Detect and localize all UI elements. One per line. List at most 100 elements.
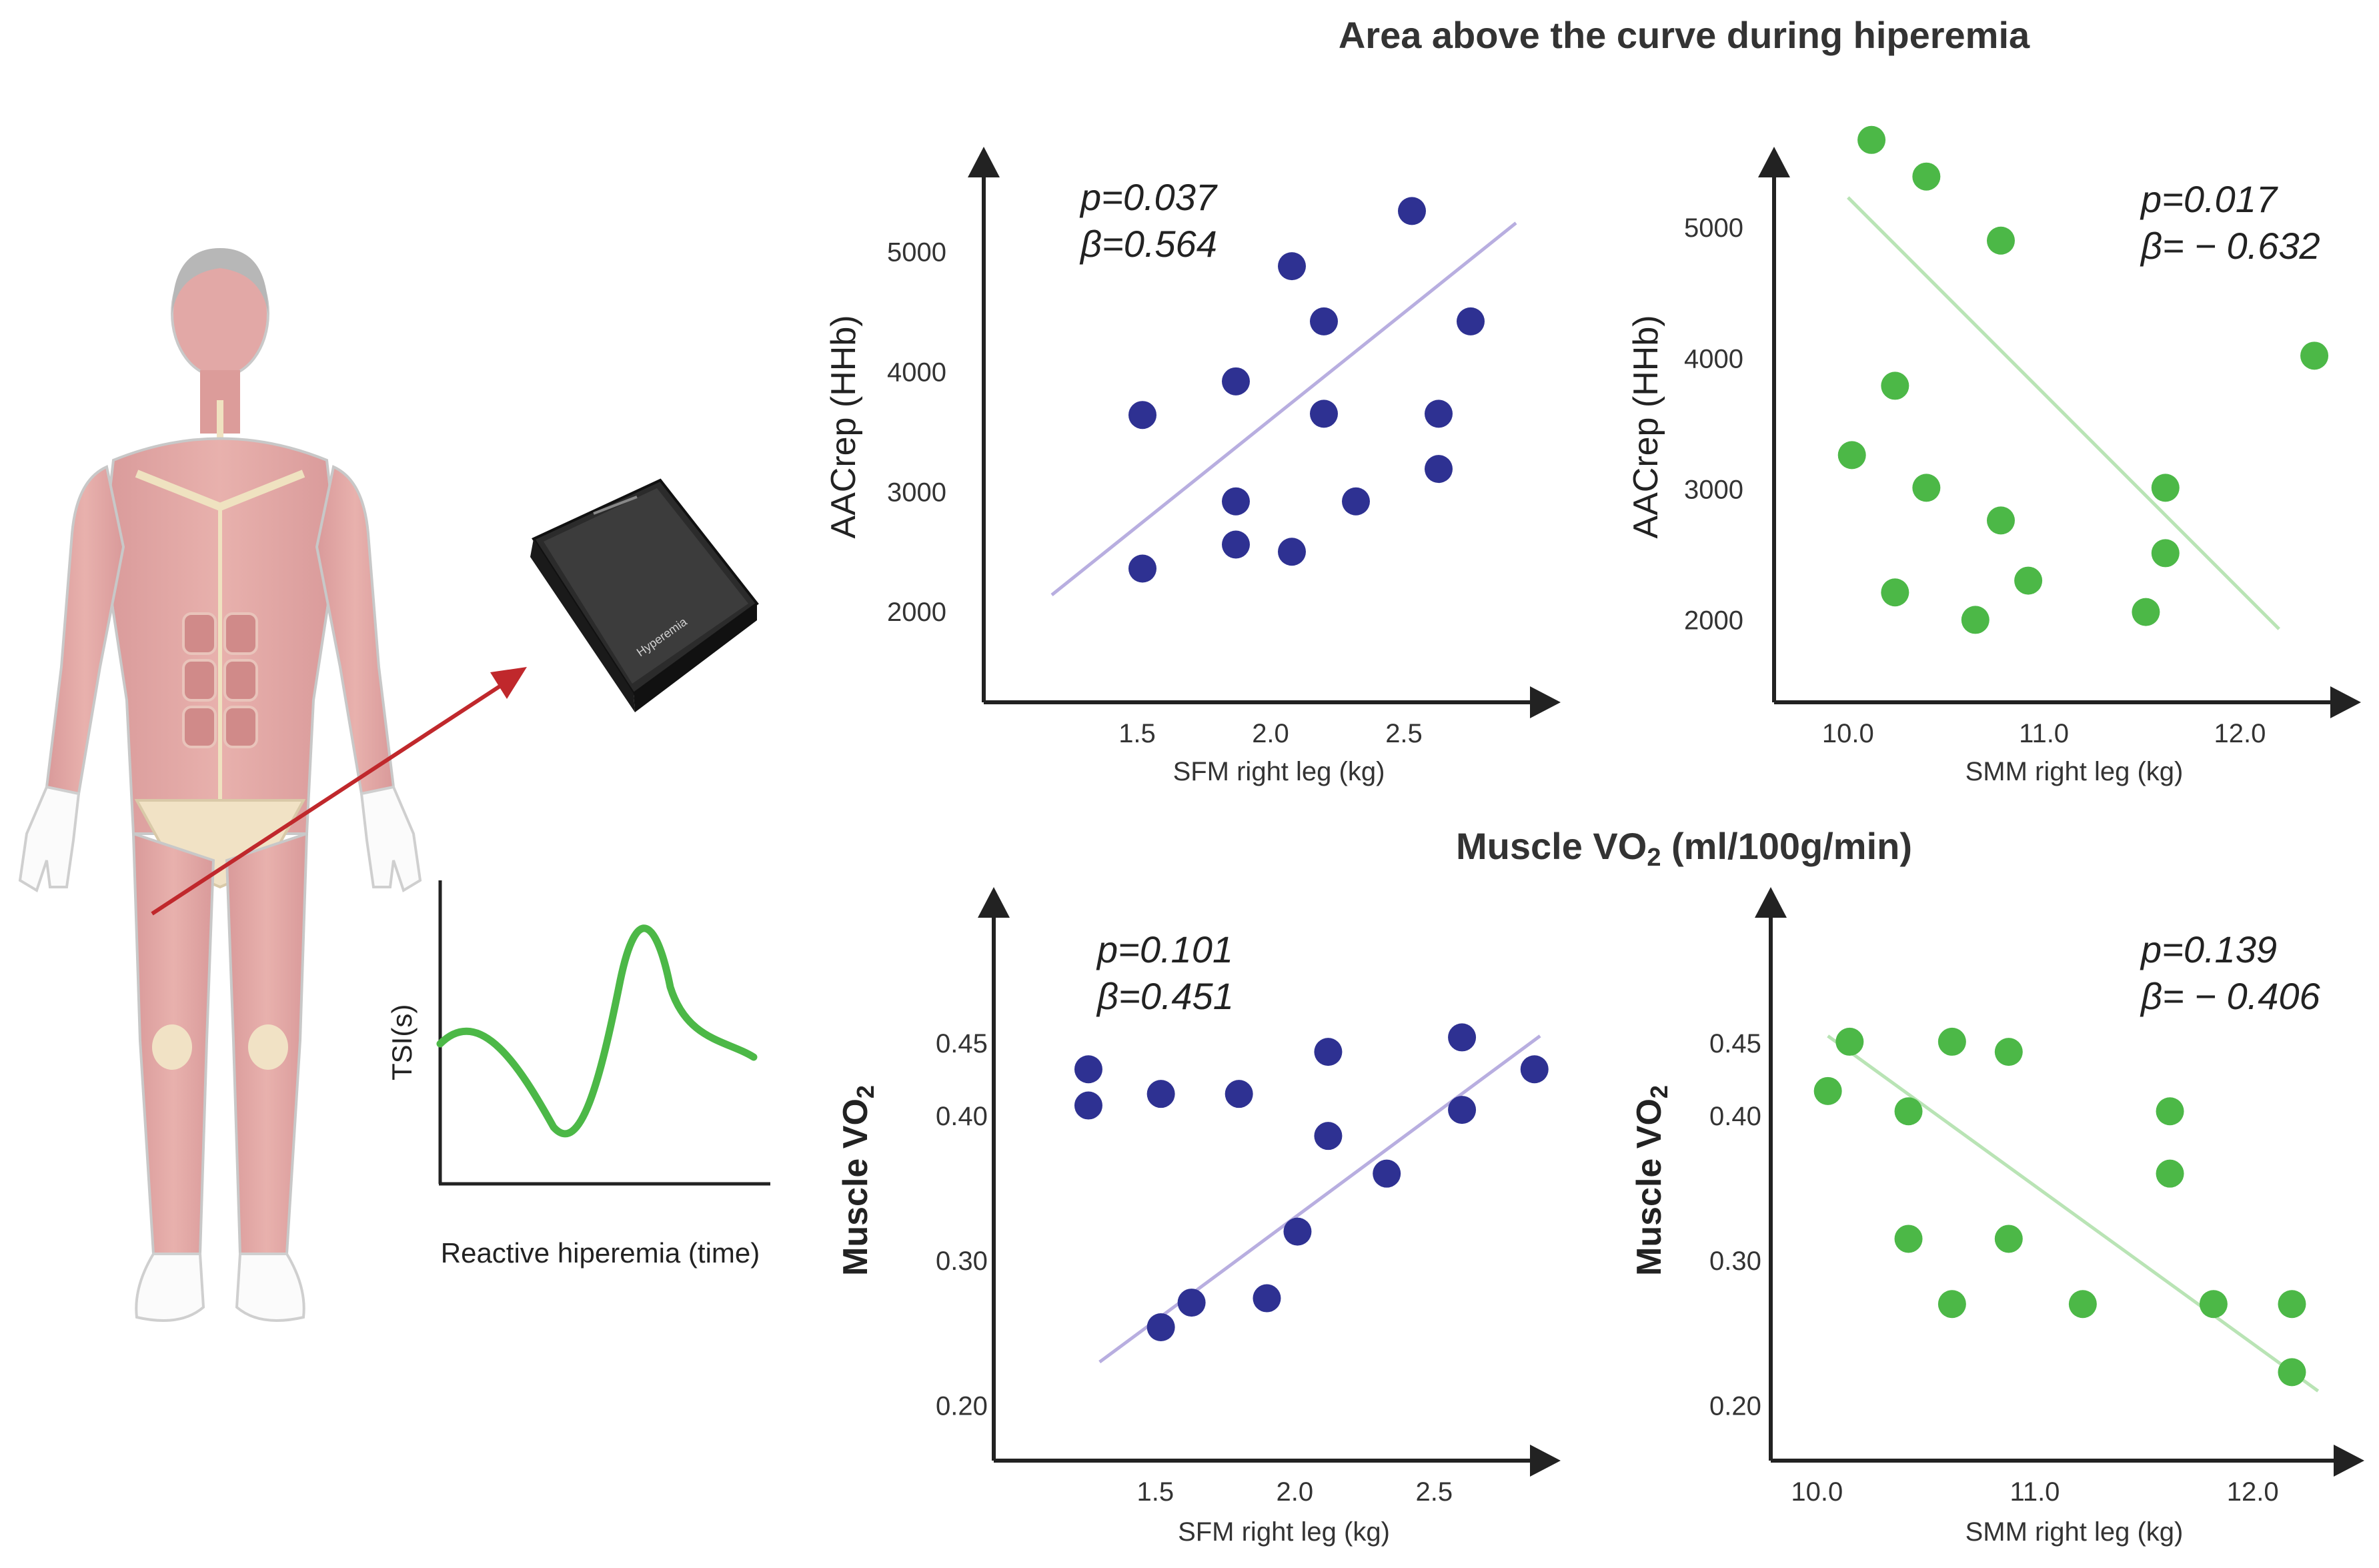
scatter-bottom-left: 1.5 2.0 2.5 0.20 0.30 0.40 0.45 SFM right leg (… [836, 887, 1561, 1547]
stats-annotation: p=0.037 [1079, 176, 1218, 218]
y-tick-label: 3000 [887, 478, 946, 507]
data-point [1912, 474, 1941, 502]
trend-line [1050, 221, 1517, 596]
stats-annotation: p=0.017 [2140, 178, 2278, 220]
tsi-xlabel: Reactive hiperemia (time) [441, 1237, 760, 1269]
scatter-bottom-right: 10.0 11.0 12.0 0.20 0.30 0.40 0.45 SMM right le… [1630, 887, 2364, 1547]
x-tick-label: 10.0 [1791, 1477, 1843, 1507]
data-point [1222, 487, 1250, 516]
data-point [1425, 455, 1453, 484]
y-tick-label: 2000 [1684, 606, 1743, 635]
data-point [2068, 1290, 2097, 1319]
y-axis-label: AACrep (HHb) [1627, 315, 1665, 538]
data-point [1398, 197, 1426, 225]
x-tick-label: 11.0 [2019, 719, 2069, 748]
stats-annotation: β= − 0.406 [2140, 975, 2321, 1017]
data-point [1986, 226, 2015, 255]
data-point [2151, 539, 2180, 568]
data-point [1222, 367, 1250, 396]
data-point [1342, 487, 1370, 516]
data-point [2199, 1290, 2228, 1319]
data-point [1857, 125, 1886, 154]
y-axis-arrowhead [1758, 147, 1790, 177]
tsi-curve [436, 924, 758, 1138]
data-point [1278, 252, 1306, 281]
data-point [2132, 598, 2160, 626]
title-middle-unit: (ml/100g/min) [1661, 825, 1912, 867]
x-axis-arrowhead [2334, 1445, 2364, 1477]
data-point [1314, 1038, 1343, 1066]
x-tick-label: 12.0 [2214, 719, 2266, 748]
data-point [1283, 1217, 1312, 1246]
human-body-illustration [18, 248, 422, 1322]
data-point [1894, 1097, 1923, 1126]
data-point [2278, 1290, 2306, 1319]
x-axis-label: SFM right leg (kg) [1173, 757, 1385, 786]
x-tick-label: 1.5 [1136, 1477, 1174, 1507]
stats-annotation: p=0.139 [2140, 928, 2277, 970]
x-tick-label: 11.0 [2010, 1477, 2060, 1507]
tsi-ylabel: TSI(s) [386, 1004, 418, 1080]
x-tick-label: 2.0 [1276, 1477, 1313, 1507]
title-middle-subscript: 2 [1647, 844, 1661, 872]
data-point [1128, 401, 1156, 430]
x-tick-label: 2.0 [1252, 719, 1289, 748]
title-middle-main: Muscle VO [1456, 825, 1647, 867]
y-tick-label: 0.40 [936, 1102, 988, 1131]
data-point [1813, 1076, 1842, 1105]
x-tick-label: 12.0 [2227, 1477, 2279, 1507]
data-point [1310, 307, 1338, 335]
data-point [1074, 1055, 1102, 1084]
data-point [2151, 474, 2180, 502]
data-point [1520, 1055, 1549, 1084]
data-point [1310, 400, 1338, 428]
y-axis-arrowhead [1755, 887, 1787, 918]
nirs-device-icon: Hyperemia [530, 478, 759, 712]
data-point [1425, 400, 1453, 428]
data-point [1986, 506, 2015, 535]
y-axis-arrowhead [968, 147, 1000, 177]
data-point [1894, 1225, 1923, 1253]
x-axis-label: SMM right leg (kg) [1965, 757, 2184, 786]
data-point [1146, 1080, 1175, 1108]
trend-line [1098, 1034, 1541, 1364]
y-tick-label: 4000 [1684, 344, 1743, 373]
y-axis-label: Muscle VO2 [1630, 1085, 1673, 1276]
y-tick-label: 0.20 [936, 1391, 988, 1421]
y-tick-label: 0.45 [1709, 1029, 1761, 1058]
stats-annotation: β= − 0.632 [2140, 225, 2320, 267]
y-axis-label-subscript: 2 [1645, 1085, 1673, 1098]
data-point [1448, 1096, 1477, 1124]
data-point [1835, 1027, 1864, 1056]
trend-line [1847, 196, 2280, 630]
x-tick-label: 2.5 [1415, 1477, 1453, 1507]
data-point [2156, 1097, 2184, 1126]
data-point [1253, 1284, 1281, 1313]
stats-annotation: β=0.451 [1096, 975, 1234, 1017]
data-point [2156, 1159, 2184, 1188]
data-point [1278, 538, 1306, 566]
scatter-top-left: 1.5 2.0 2.5 2000 3000 4000 5000 SFM right leg (… [824, 147, 1561, 786]
y-tick-label: 3000 [1684, 475, 1743, 504]
x-axis-arrowhead [1530, 686, 1561, 718]
y-tick-label: 5000 [1684, 213, 1743, 243]
data-point [1937, 1290, 1966, 1319]
tsi-inset-chart: TSI(s) Reactive hiperemia (time) [386, 880, 770, 1269]
y-tick-label: 0.30 [1709, 1247, 1761, 1276]
data-point [1881, 371, 1909, 400]
scatter-top-right: 10.0 11.0 12.0 2000 3000 4000 5000 SMM right le… [1627, 125, 2361, 786]
y-axis-label-main: Muscle VO [836, 1098, 875, 1276]
y-tick-label: 0.45 [936, 1029, 988, 1058]
data-point [1146, 1313, 1175, 1342]
data-point [1373, 1159, 1401, 1188]
chart-title-middle: Muscle VO2 (ml/100g/min) [1456, 825, 1912, 872]
data-point [1225, 1080, 1253, 1108]
stats-annotation: β=0.564 [1079, 223, 1217, 265]
data-point [2300, 341, 2329, 370]
data-point [1222, 530, 1250, 559]
data-point [2014, 566, 2043, 595]
y-axis-label: Muscle VO2 [836, 1085, 879, 1276]
data-point [1837, 441, 1866, 470]
y-tick-label: 4000 [887, 357, 946, 387]
